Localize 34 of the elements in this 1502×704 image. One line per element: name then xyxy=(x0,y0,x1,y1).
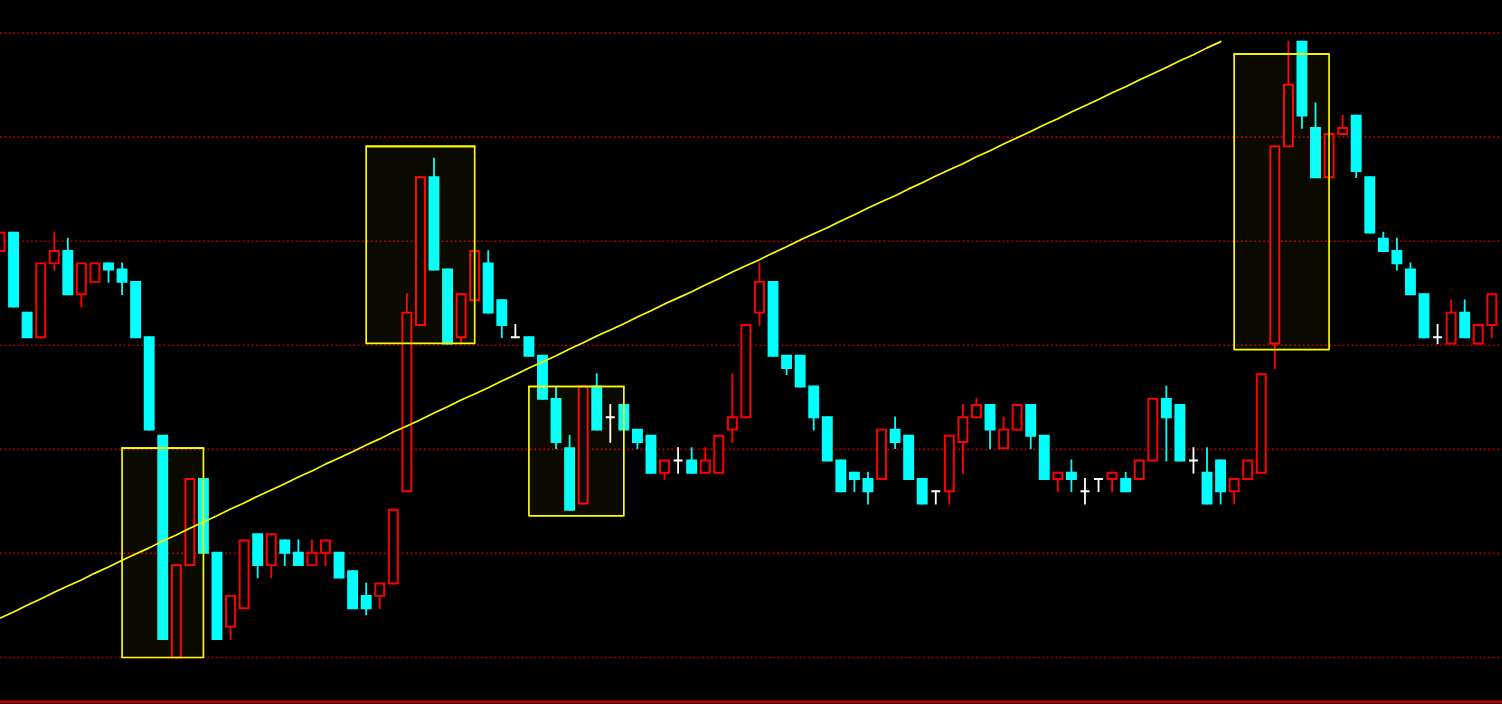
candlestick xyxy=(1242,459,1254,480)
candlestick xyxy=(862,471,874,505)
candlestick xyxy=(686,447,698,474)
candlestick xyxy=(1065,459,1077,493)
candlestick xyxy=(320,539,331,567)
candlestick xyxy=(631,428,643,450)
candlestick xyxy=(781,354,793,376)
candlestick xyxy=(889,416,901,450)
candlestick xyxy=(279,539,291,567)
candlestick xyxy=(523,336,535,357)
candlestick xyxy=(726,373,738,443)
candlestick xyxy=(360,582,372,616)
candlestick xyxy=(848,471,860,493)
candlestick xyxy=(699,447,711,474)
candlestick xyxy=(659,459,670,480)
candlestick xyxy=(48,231,60,271)
candlestick xyxy=(1337,114,1349,136)
candlestick xyxy=(306,539,318,567)
candlestick xyxy=(1133,459,1145,480)
candlestick xyxy=(1052,471,1064,493)
candlestick xyxy=(998,416,1010,450)
candlestick xyxy=(1106,471,1118,493)
candlestick xyxy=(1228,477,1240,505)
candlestick xyxy=(1160,385,1172,462)
candlestick xyxy=(1472,323,1484,345)
candlestick xyxy=(971,397,982,419)
candlestick xyxy=(116,262,128,296)
candlestick xyxy=(1120,471,1132,493)
candlestick xyxy=(103,262,114,283)
candlestick xyxy=(374,582,386,610)
candlestick xyxy=(89,262,101,283)
candlestick xyxy=(292,539,304,567)
candlestick xyxy=(1377,231,1389,253)
candlestick xyxy=(1391,237,1403,271)
